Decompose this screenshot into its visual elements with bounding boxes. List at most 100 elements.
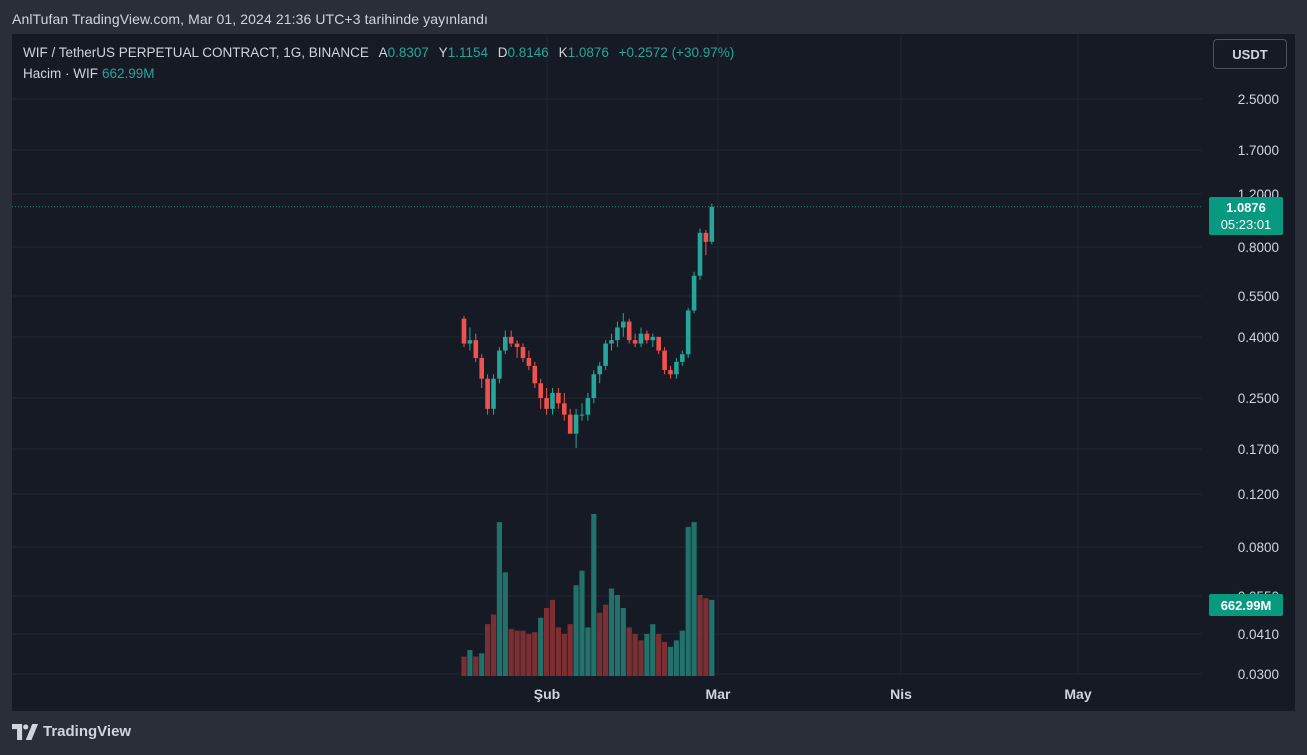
candle-body bbox=[668, 370, 673, 375]
candle-body bbox=[579, 414, 585, 416]
last-price-badge: 1.0876 05:23:01 bbox=[1209, 197, 1283, 235]
candle-body bbox=[556, 392, 561, 404]
close-label: K bbox=[558, 45, 568, 60]
tradingview-logo-icon[interactable] bbox=[12, 723, 38, 740]
candle-body bbox=[656, 336, 661, 351]
candle-body bbox=[520, 347, 526, 359]
candle-body bbox=[544, 398, 549, 409]
volume-bar bbox=[632, 633, 638, 676]
volume-bar bbox=[703, 598, 709, 676]
high-value: 1.1154 bbox=[447, 45, 488, 60]
x-tick-label: Nis bbox=[890, 686, 912, 702]
candle-body bbox=[632, 340, 638, 344]
candle-body bbox=[491, 378, 496, 409]
x-tick-label: May bbox=[1064, 686, 1091, 702]
volume-bar bbox=[579, 570, 585, 676]
volume-bar bbox=[520, 630, 526, 676]
candle-body bbox=[497, 350, 502, 379]
candle-body bbox=[503, 336, 508, 351]
volume-bar bbox=[597, 612, 603, 676]
candle-body bbox=[550, 392, 555, 409]
y-tick-label: 0.4000 bbox=[1238, 330, 1279, 345]
volume-bar bbox=[644, 633, 650, 676]
candle-body bbox=[591, 374, 597, 398]
candle-body bbox=[626, 321, 632, 341]
candle-body bbox=[597, 365, 602, 375]
volume-bar bbox=[467, 650, 473, 676]
volume-bar bbox=[638, 640, 644, 676]
volume-value: 662.99M bbox=[102, 66, 155, 81]
x-tick-label: Şub bbox=[534, 686, 560, 702]
volume-bar bbox=[650, 624, 656, 676]
volume-bar bbox=[485, 624, 491, 676]
volume-label[interactable]: Hacim · WIF bbox=[23, 66, 98, 81]
chart-frame: 2.5000 1.7000 1.2000 0.8000 0.5500 0.4000 0.25… bbox=[12, 34, 1295, 711]
candle-body bbox=[567, 414, 573, 434]
volume-bar bbox=[679, 630, 685, 676]
y-tick-label: 0.0300 bbox=[1238, 667, 1279, 682]
currency-button[interactable]: USDT bbox=[1213, 39, 1287, 69]
candle-body bbox=[485, 378, 490, 409]
candle-body bbox=[674, 361, 679, 375]
volume-bar bbox=[561, 633, 567, 676]
candle-body bbox=[573, 414, 579, 434]
volume-bar bbox=[502, 572, 508, 676]
volume-bar bbox=[673, 640, 679, 676]
candle-body bbox=[615, 327, 620, 341]
volume-bar bbox=[608, 588, 615, 676]
volume-bar bbox=[567, 624, 573, 676]
volume-bar bbox=[573, 585, 579, 676]
y-tick-label: 0.5500 bbox=[1238, 289, 1279, 304]
footer-brand[interactable]: TradingView bbox=[43, 723, 132, 740]
candle-body bbox=[644, 333, 650, 341]
candle-body bbox=[585, 398, 591, 415]
open-value: 0.8307 bbox=[387, 45, 429, 60]
candle-body bbox=[562, 403, 567, 415]
volume-bar bbox=[538, 617, 544, 676]
volume-bar bbox=[544, 607, 550, 676]
symbol-title[interactable]: WIF / TetherUS PERPETUAL CONTRACT, 1G, B… bbox=[23, 45, 369, 60]
candle-body bbox=[532, 365, 538, 384]
candle-body bbox=[609, 340, 614, 344]
candle-body bbox=[662, 350, 667, 371]
volume-bar bbox=[620, 607, 626, 676]
candle-body bbox=[514, 343, 520, 348]
publish-info: AnlTufan TradingView.com, Mar 01, 2024 2… bbox=[12, 11, 488, 27]
candle-body bbox=[461, 318, 467, 344]
candle-body bbox=[685, 310, 691, 355]
volume-bar bbox=[697, 595, 703, 676]
volume-bar bbox=[549, 599, 556, 676]
volume-bar bbox=[526, 633, 532, 676]
change-value: +0.2572 (+30.97%) bbox=[618, 45, 735, 60]
candle-body bbox=[538, 383, 543, 398]
volume-bar bbox=[555, 627, 561, 676]
volume-bar bbox=[461, 656, 467, 676]
y-tick-label: 0.0800 bbox=[1238, 540, 1279, 555]
candle-body bbox=[697, 232, 703, 276]
candle-body bbox=[680, 354, 685, 362]
candle-body bbox=[479, 358, 484, 379]
volume-bar bbox=[709, 599, 715, 676]
y-tick-label: 0.0410 bbox=[1238, 627, 1279, 642]
volume-bar bbox=[667, 646, 674, 676]
volume-bar bbox=[496, 522, 502, 676]
volume-bar bbox=[508, 629, 514, 676]
volume-bar bbox=[626, 627, 632, 676]
open-label: A bbox=[378, 45, 388, 60]
close-value: 1.0876 bbox=[567, 45, 609, 60]
chart-legend: WIF / TetherUS PERPETUAL CONTRACT, 1G, B… bbox=[23, 45, 734, 60]
volume-bar bbox=[490, 614, 497, 676]
bar-countdown: 05:23:01 bbox=[1220, 217, 1272, 232]
x-tick-label: Mar bbox=[706, 686, 731, 702]
candlestick-chart[interactable]: 2.50001.70001.20000.80000.55000.40000.25… bbox=[12, 34, 1295, 711]
volume-bar bbox=[662, 641, 668, 676]
volume-bar bbox=[479, 653, 485, 676]
low-value: 0.8146 bbox=[507, 45, 549, 60]
candle-body bbox=[638, 333, 644, 344]
candle-body bbox=[621, 321, 626, 328]
volume-legend: Hacim · WIF 662.99M bbox=[23, 66, 155, 81]
y-tick-label: 2.5000 bbox=[1238, 92, 1279, 107]
low-label: D bbox=[497, 45, 508, 60]
volume-bar bbox=[514, 630, 520, 676]
last-price-value: 1.0876 bbox=[1226, 200, 1266, 215]
